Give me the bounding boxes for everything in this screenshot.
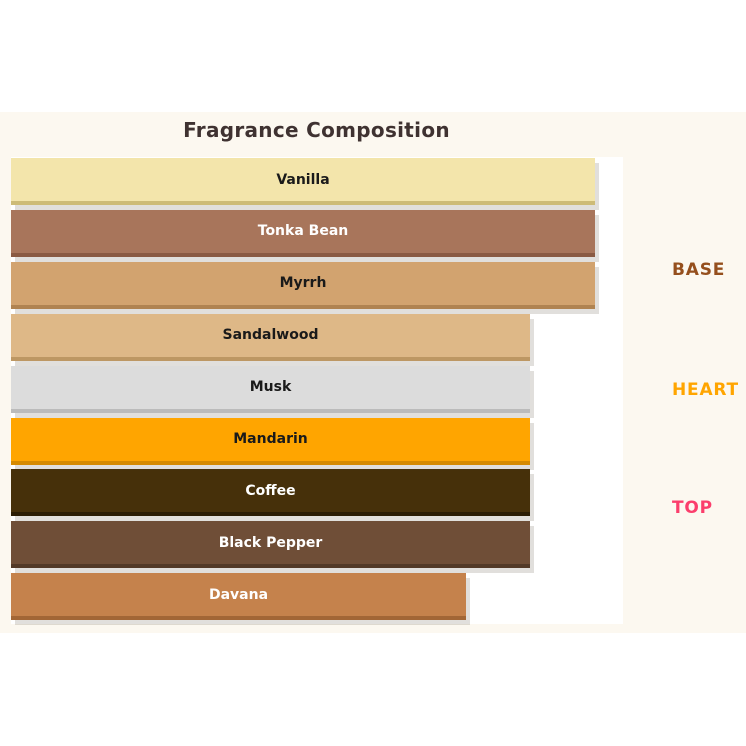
bar-davana: Davana [11,573,466,621]
bar-mandarin: Mandarin [11,417,530,465]
bar-sandalwood: Sandalwood [11,313,530,361]
bar-black-pepper: Black Pepper [11,521,530,569]
bar-label: Vanilla [276,171,330,188]
bar-vanilla: Vanilla [11,158,595,205]
plot-area: Vanilla Tonka Bean Myrrh Sandalwood Musk Mand… [11,157,623,624]
bar-tonka-bean: Tonka Bean [11,209,595,257]
bar-coffee: Coffee [11,469,530,517]
bar-label: Coffee [245,482,296,499]
group-label-top: TOP [672,498,713,518]
bar-musk: Musk [11,365,530,413]
group-label-base: BASE [672,260,726,280]
bar-label: Tonka Bean [257,223,349,240]
bar-label: Davana [208,586,269,603]
group-label-heart: HEART [672,380,739,400]
bar-label: Myrrh [279,275,327,292]
bar-label: Musk [249,379,292,396]
bar-label: Mandarin [233,431,308,447]
bar-myrrh: Myrrh [11,261,595,309]
bar-label: Black Pepper [218,534,323,551]
chart-title: Fragrance Composition [183,118,450,142]
fragrance-composition-chart: Fragrance Composition Vanilla Tonka Bean M… [0,112,746,633]
bar-label: Sandalwood [222,327,319,344]
